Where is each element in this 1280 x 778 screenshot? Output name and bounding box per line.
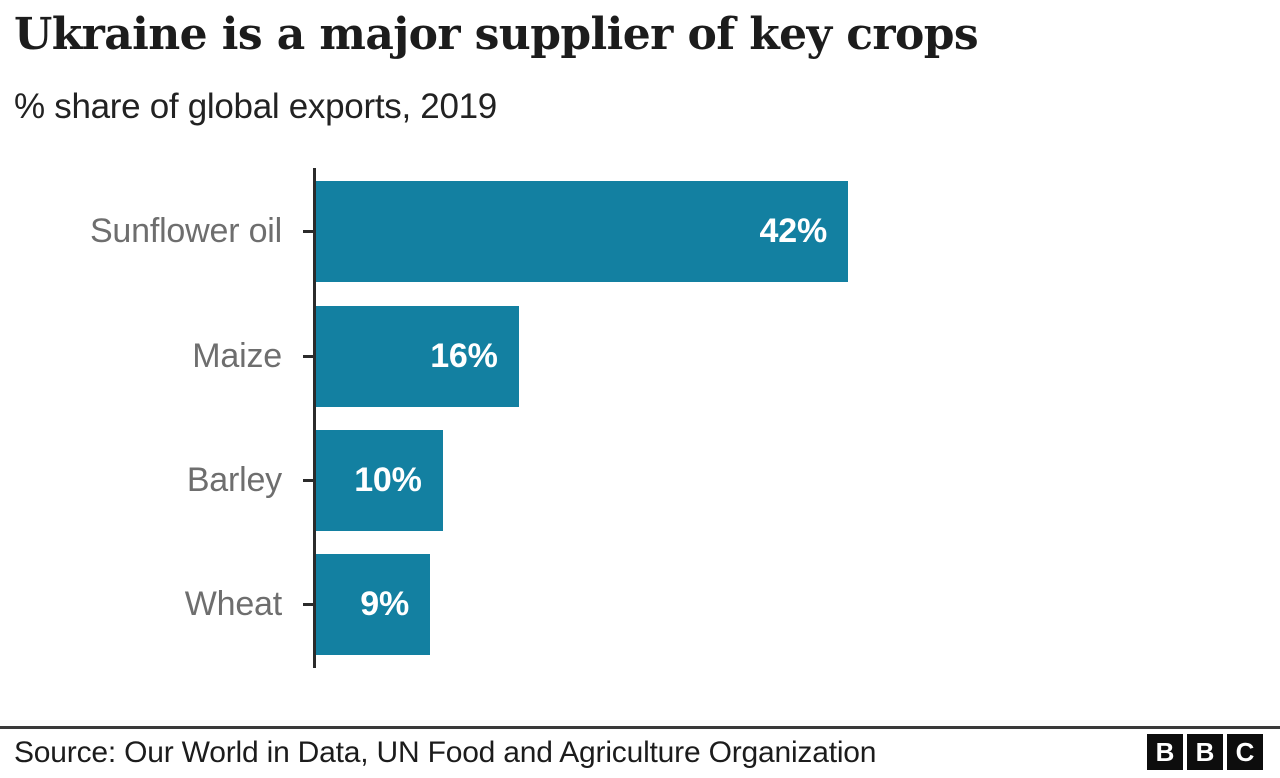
bar-row: Maize 16% (0, 306, 1280, 407)
bar-row: Wheat 9% (0, 554, 1280, 655)
source-attribution: Source: Our World in Data, UN Food and A… (14, 736, 877, 769)
bbc-logo-letter-3: C (1227, 734, 1263, 770)
axis-tick-icon (303, 230, 316, 233)
bar-value-label: 16% (430, 337, 498, 375)
bar-value-label: 9% (360, 585, 409, 623)
axis-tick-icon (303, 603, 316, 606)
bar-row: Barley 10% (0, 430, 1280, 531)
plot-area: Sunflower oil 42% Maize 16% Barley 10% W… (0, 168, 1280, 668)
bar-sunflower-oil[interactable]: 42% (316, 181, 848, 282)
bbc-logo-letter-2: B (1187, 734, 1223, 770)
category-label-barley: Barley (186, 461, 282, 499)
category-label-sunflower-oil: Sunflower oil (89, 212, 282, 250)
bar-value-label: 42% (759, 212, 828, 250)
category-label-maize: Maize (192, 337, 282, 375)
bar-maize[interactable]: 16% (316, 306, 519, 407)
bbc-logo: B B C (1147, 734, 1263, 770)
category-label-wheat: Wheat (184, 585, 282, 623)
bar-row: Sunflower oil 42% (0, 181, 1280, 282)
bbc-logo-letter-1: B (1147, 734, 1183, 770)
axis-tick-icon (303, 355, 316, 358)
bar-wheat[interactable]: 9% (316, 554, 430, 655)
category-axis-line (313, 168, 316, 668)
footer-divider (0, 726, 1280, 729)
bar-barley[interactable]: 10% (316, 430, 443, 531)
bar-value-label: 10% (354, 461, 422, 499)
axis-tick-icon (303, 479, 316, 482)
chart-title: Ukraine is a major supplier of key crops (14, 9, 979, 60)
chart-subtitle: % share of global exports, 2019 (14, 87, 497, 126)
